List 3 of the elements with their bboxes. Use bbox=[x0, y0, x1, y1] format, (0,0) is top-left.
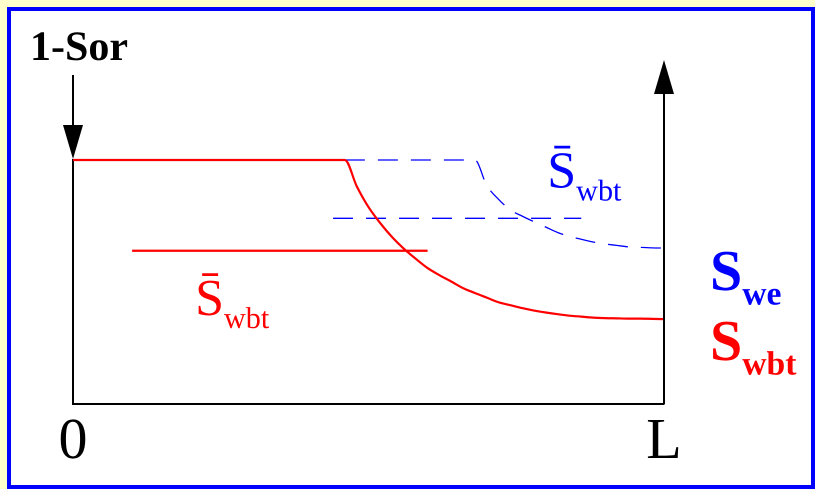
x-tick-label: 0 bbox=[58, 406, 88, 472]
x-tick-label: L bbox=[646, 406, 682, 472]
annotation: 1-Sor bbox=[30, 24, 128, 70]
